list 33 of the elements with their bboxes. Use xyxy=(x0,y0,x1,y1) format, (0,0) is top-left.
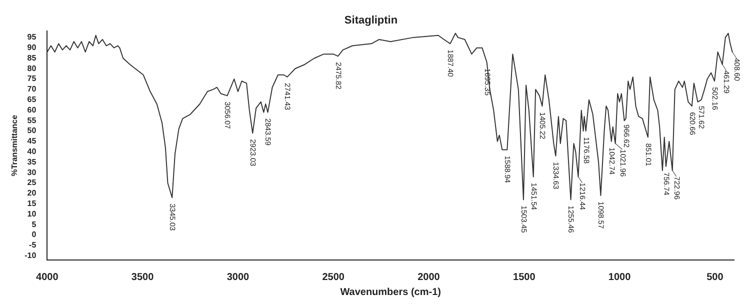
x-tick-label: 3500 xyxy=(131,272,154,283)
y-tick-label: 95 xyxy=(27,32,37,42)
y-tick-label: 0 xyxy=(32,230,37,240)
y-tick-label: 45 xyxy=(27,136,37,146)
y-tick-label: -5 xyxy=(29,240,37,250)
x-tick-label: 4000 xyxy=(36,272,59,283)
y-tick-label: -10 xyxy=(24,251,37,260)
y-tick-label: 20 xyxy=(27,188,37,198)
y-tick-label: 65 xyxy=(27,95,37,104)
y-tick-label: 85 xyxy=(27,53,37,62)
y-tick-label: 50 xyxy=(27,126,37,136)
x-tick-label: 2000 xyxy=(418,272,440,283)
x-tick-label: 1500 xyxy=(513,272,536,283)
y-tick-label: 55 xyxy=(27,116,37,125)
x-axis-title: Wavenumbers (cm-1) xyxy=(340,286,441,298)
y-tick-label: 35 xyxy=(27,157,37,166)
y-tick-label: 40 xyxy=(27,147,37,156)
chart-title: Sitagliptin xyxy=(344,14,398,27)
y-tick-label: 70 xyxy=(27,84,37,94)
x-tick-label: 500 xyxy=(706,272,724,283)
y-tick-label: 90 xyxy=(27,43,37,52)
y-tick-label: 5 xyxy=(32,220,37,229)
y-tick-label: 10 xyxy=(27,209,37,218)
y-tick-label: 30 xyxy=(27,168,37,177)
y-tick-label: 80 xyxy=(27,64,37,73)
y-tick-label: 60 xyxy=(27,105,37,114)
x-tick-label: 3000 xyxy=(226,272,250,283)
y-tick-label: 25 xyxy=(27,178,37,188)
x-tick-label: 2500 xyxy=(322,272,345,283)
y-axis-title: %Transmittance xyxy=(10,114,20,176)
y-tick-label: 75 xyxy=(27,74,37,84)
x-tick-label: 1000 xyxy=(608,272,632,283)
y-tick-label: 15 xyxy=(27,199,37,208)
